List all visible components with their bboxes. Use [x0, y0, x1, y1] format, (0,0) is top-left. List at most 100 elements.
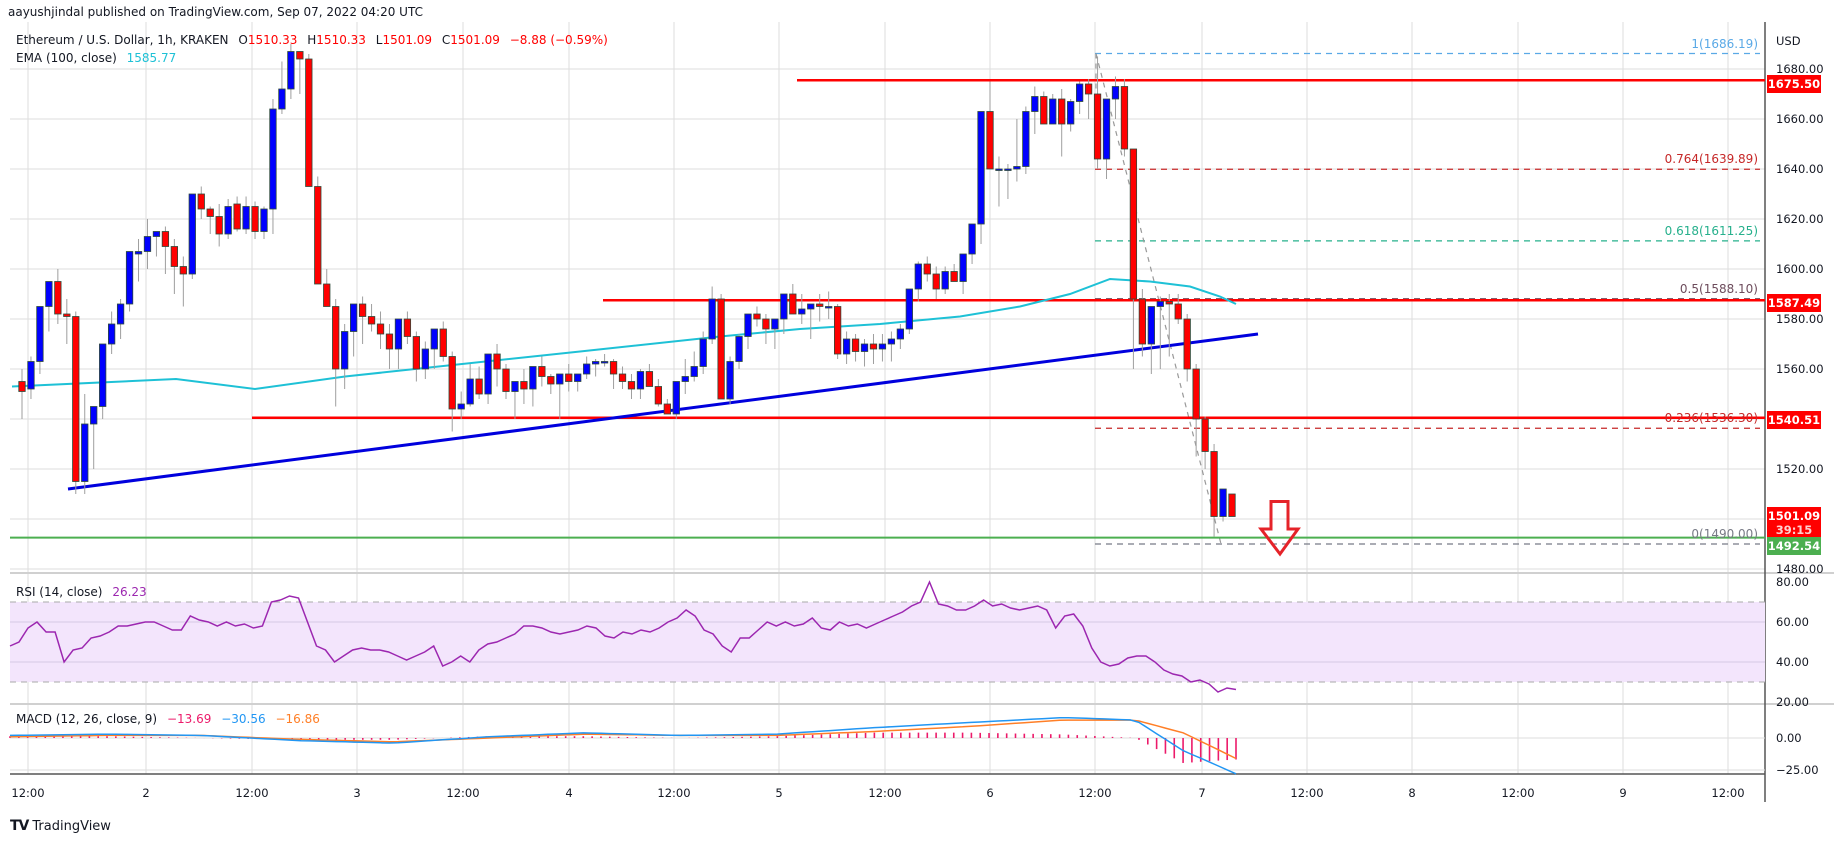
- resistance-mid-tag: 1587.49: [1767, 294, 1821, 312]
- rsi-legend[interactable]: RSI (14, close) 26.23: [16, 585, 153, 599]
- time-tick: 12:00: [657, 786, 691, 800]
- candle-body: [1049, 98, 1057, 125]
- rsi-band: [10, 602, 1765, 682]
- candle-body: [771, 318, 779, 330]
- rsi-value: 26.23: [112, 585, 147, 599]
- candle-body: [332, 306, 340, 370]
- macd-signal-value: −16.86: [275, 712, 320, 726]
- fib-label: 0.764(1639.89): [1664, 152, 1758, 167]
- candle-body: [663, 403, 671, 415]
- ema-label: EMA (100, close): [16, 51, 117, 65]
- candle-body: [995, 168, 1003, 171]
- candle-body: [1219, 488, 1227, 517]
- ema-100-line: [11, 277, 1237, 391]
- candle-body: [762, 318, 770, 330]
- time-tick: 12:00: [1711, 786, 1745, 800]
- chart-canvas[interactable]: [0, 22, 1834, 802]
- candle-body: [977, 111, 985, 225]
- macd-tick: −25.00: [1776, 763, 1819, 777]
- candle-body: [18, 381, 26, 392]
- tradingview-logo-icon: TV: [10, 818, 29, 834]
- time-tick: 5: [775, 786, 783, 800]
- macd-legend[interactable]: MACD (12, 26, close, 9) −13.69 −30.56 −1…: [16, 712, 326, 726]
- candle-body: [197, 193, 205, 210]
- candle-body: [1013, 166, 1021, 170]
- candle-body: [717, 298, 725, 400]
- candle-body: [493, 353, 501, 370]
- candle-body: [1192, 368, 1200, 420]
- candle-body: [923, 263, 931, 275]
- candle-body: [932, 273, 940, 290]
- candle-body: [206, 208, 214, 217]
- candle-body: [735, 336, 743, 362]
- time-tick: 12:00: [446, 786, 480, 800]
- candle-body: [1040, 96, 1048, 125]
- candle-body: [108, 323, 116, 345]
- price-tick: 1640.00: [1776, 162, 1824, 176]
- candle-body: [1174, 303, 1182, 320]
- candle-body: [475, 378, 483, 395]
- tradingview-logo[interactable]: TV TradingView: [10, 818, 111, 834]
- price-tick: 1520.00: [1776, 462, 1824, 476]
- ema-value: 1585.77: [126, 51, 177, 65]
- candle-body: [851, 338, 860, 352]
- time-tick: 12:00: [11, 786, 45, 800]
- candle-body: [896, 328, 904, 340]
- candle-body: [529, 366, 537, 390]
- candle-body: [251, 206, 259, 232]
- candle-body: [1022, 111, 1030, 167]
- candle-body: [556, 373, 564, 385]
- price-tick: 1620.00: [1776, 212, 1824, 226]
- time-tick: 12:00: [1501, 786, 1535, 800]
- macd-line: [9, 716, 1237, 775]
- candle-body: [1076, 83, 1084, 102]
- candle-body: [36, 306, 44, 362]
- candle-body: [72, 316, 80, 482]
- bar-countdown: 39:15: [1775, 523, 1813, 537]
- candle-body: [1138, 298, 1146, 345]
- candle-body: [385, 333, 394, 350]
- candle-body: [878, 343, 887, 350]
- candle-body: [439, 328, 447, 357]
- candle-body: [609, 361, 618, 375]
- tradingview-brand: TradingView: [32, 818, 111, 834]
- candle-body: [538, 366, 546, 377]
- chart-frame[interactable]: [0, 22, 1834, 802]
- candle-body: [780, 293, 788, 320]
- candle-body: [600, 361, 609, 364]
- candle-body: [484, 353, 492, 395]
- ohlc-close: C1501.09: [441, 33, 500, 47]
- ema-legend[interactable]: EMA (100, close) 1585.77: [16, 51, 182, 65]
- candle-body: [233, 203, 241, 230]
- candle-body: [1111, 86, 1120, 100]
- macd-hist-value: −13.69: [166, 712, 212, 726]
- candle-body: [323, 283, 331, 307]
- candle-body: [1067, 101, 1075, 125]
- candle-body: [708, 298, 716, 340]
- candle-body: [125, 251, 134, 305]
- candle-body: [1183, 318, 1191, 370]
- time-tick: 3: [353, 786, 361, 800]
- candle-body: [1201, 418, 1209, 452]
- fib-label: 1(1686.19): [1691, 36, 1758, 51]
- candle-body: [45, 281, 53, 307]
- candle-body: [367, 316, 376, 325]
- candle-body: [170, 246, 178, 267]
- candle-body: [1084, 83, 1093, 95]
- candle-body: [1058, 98, 1066, 125]
- candle-body: [502, 368, 510, 392]
- candle-body: [842, 338, 851, 355]
- candle-body: [314, 186, 322, 285]
- candle-body: [699, 338, 707, 367]
- fib-label: 0.236(1536.30): [1664, 411, 1758, 426]
- candle-body: [27, 361, 35, 390]
- publisher-line: aayushjindal published on TradingView.co…: [8, 5, 423, 19]
- candle-body: [968, 223, 976, 255]
- time-tick: 12:00: [1078, 786, 1112, 800]
- candle-body: [753, 313, 761, 320]
- resistance-top-tag: 1675.50: [1767, 75, 1821, 93]
- candle-body: [645, 371, 654, 387]
- candle-body: [1102, 98, 1111, 160]
- time-tick: 6: [986, 786, 994, 800]
- price-tick: 1680.00: [1776, 62, 1824, 76]
